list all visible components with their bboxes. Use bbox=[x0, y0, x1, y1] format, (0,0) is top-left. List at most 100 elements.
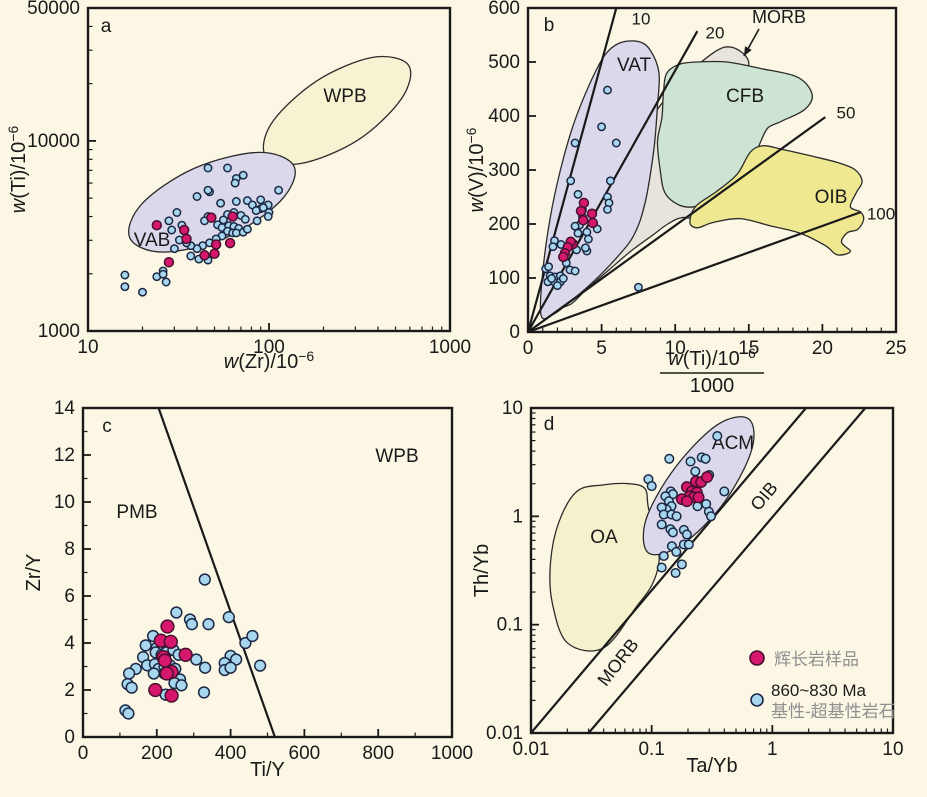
y-tick-label: 200 bbox=[488, 214, 520, 235]
x-tick-label: 0.1 bbox=[638, 739, 664, 760]
point-mafic bbox=[253, 659, 267, 672]
label-10: 10 bbox=[632, 9, 651, 28]
point-gabbro bbox=[227, 211, 238, 222]
region-oa-d bbox=[549, 482, 660, 652]
point-mafic bbox=[705, 511, 717, 522]
label-c: c bbox=[102, 416, 112, 437]
point-mafic bbox=[603, 204, 612, 214]
point-mafic bbox=[198, 661, 212, 674]
label-cfb: CFB bbox=[726, 86, 764, 107]
point-mafic bbox=[683, 539, 694, 550]
x-tick-label: 1000 bbox=[429, 337, 471, 358]
point-gabbro bbox=[163, 634, 178, 649]
point-mafic bbox=[252, 216, 262, 226]
point-mafic bbox=[238, 170, 248, 180]
point-gabbro bbox=[178, 647, 193, 662]
point-mafic bbox=[582, 227, 592, 237]
point-mafic bbox=[603, 85, 612, 95]
x-tick-label: 25 bbox=[885, 338, 906, 359]
point-mafic bbox=[203, 185, 213, 195]
ref-line-mantle-array-upper bbox=[531, 408, 807, 733]
panel-c: 0 200 400 600 800 1000 0 2 4 6 8 10 12 14 Ti/Y Zr/Y c PMB… bbox=[23, 398, 473, 781]
point-gabbro bbox=[587, 217, 599, 229]
point-mafic bbox=[611, 138, 621, 148]
point-mafic bbox=[548, 242, 558, 252]
point-mafic bbox=[664, 453, 675, 464]
point-mafic bbox=[263, 212, 273, 221]
ref-line-PMB-WPB-boundary bbox=[157, 408, 276, 737]
point-mafic bbox=[656, 519, 667, 530]
point-mafic bbox=[170, 606, 183, 619]
point-mafic bbox=[570, 138, 580, 148]
y-tick-label: 0.01 bbox=[486, 723, 523, 744]
point-mafic bbox=[719, 486, 730, 497]
ref-line-Ti-V-50 bbox=[528, 116, 826, 332]
point-mafic bbox=[274, 185, 284, 195]
y-tick-label: 10 bbox=[502, 398, 523, 419]
point-mafic bbox=[192, 192, 202, 201]
x-tick-label: 10 bbox=[882, 739, 903, 760]
label-a: a bbox=[101, 16, 112, 37]
label-oib: OIB bbox=[815, 187, 848, 208]
point-mafic bbox=[138, 287, 147, 297]
point-mafic bbox=[240, 214, 250, 224]
point-gabbro bbox=[210, 239, 222, 250]
label-50: 50 bbox=[837, 103, 856, 122]
y-tick-label: 0 bbox=[64, 727, 75, 748]
legend-marker-mafic bbox=[750, 693, 764, 707]
y-tick-label: 600 bbox=[488, 0, 520, 19]
y-tick-label: 10 bbox=[54, 492, 75, 513]
y-tick-label: 100 bbox=[488, 268, 520, 289]
point-mafic bbox=[222, 610, 235, 624]
point-gabbro bbox=[575, 205, 587, 217]
ref-line-Ti-V-100 bbox=[528, 211, 862, 332]
point-mafic bbox=[566, 176, 576, 186]
point-mafic bbox=[670, 567, 681, 579]
x-tick-label: 1 bbox=[767, 739, 778, 760]
label-100: 100 bbox=[867, 204, 895, 223]
y-axis-label: Zr/Y bbox=[23, 554, 45, 592]
point-mafic bbox=[198, 573, 211, 586]
point-mafic bbox=[547, 274, 557, 283]
point-mafic bbox=[667, 527, 678, 538]
x-tick-label: 800 bbox=[362, 743, 394, 764]
point-mafic bbox=[203, 163, 213, 173]
point-gabbro bbox=[206, 212, 217, 223]
point-mafic bbox=[658, 550, 669, 562]
y-tick-label: 0 bbox=[509, 322, 520, 343]
label-pmb: PMB bbox=[116, 502, 157, 523]
point-mafic bbox=[147, 667, 160, 680]
point-mafic bbox=[544, 262, 554, 272]
point-mafic bbox=[223, 163, 232, 173]
x-tick-label: 20 bbox=[812, 338, 833, 359]
label-morb: MORB bbox=[752, 7, 806, 27]
point-gabbro bbox=[209, 248, 220, 259]
point-mafic bbox=[229, 653, 243, 666]
point-gabbro bbox=[586, 208, 598, 219]
legend-label-mafic: 860~830 Ma bbox=[771, 681, 867, 700]
point-gabbro bbox=[577, 214, 589, 226]
point-mafic bbox=[230, 178, 240, 188]
legend-label-mafic: 基性-超基性岩石 bbox=[771, 702, 896, 721]
x-tick-label: 10 bbox=[665, 338, 686, 359]
y-tick-label: 8 bbox=[64, 539, 75, 560]
point-mafic bbox=[580, 243, 590, 253]
point-mafic bbox=[169, 244, 179, 254]
label-d: d bbox=[544, 414, 555, 435]
x-tick-label: 0.01 bbox=[513, 739, 550, 760]
x-tick-label: 100 bbox=[253, 337, 285, 358]
y-tick-label: 50000 bbox=[27, 0, 80, 19]
point-mafic bbox=[231, 197, 241, 206]
point-gabbro bbox=[680, 495, 693, 508]
point-mafic bbox=[583, 234, 593, 244]
ref-line-Ti-V-10 bbox=[528, 8, 618, 332]
y-tick-label: 4 bbox=[64, 633, 75, 654]
point-mafic bbox=[120, 282, 130, 292]
point-mafic bbox=[646, 481, 657, 492]
label-b: b bbox=[544, 15, 555, 36]
point-mafic bbox=[633, 282, 643, 292]
point-gabbro bbox=[692, 491, 705, 504]
point-gabbro bbox=[558, 251, 569, 263]
point-mafic bbox=[120, 270, 130, 280]
